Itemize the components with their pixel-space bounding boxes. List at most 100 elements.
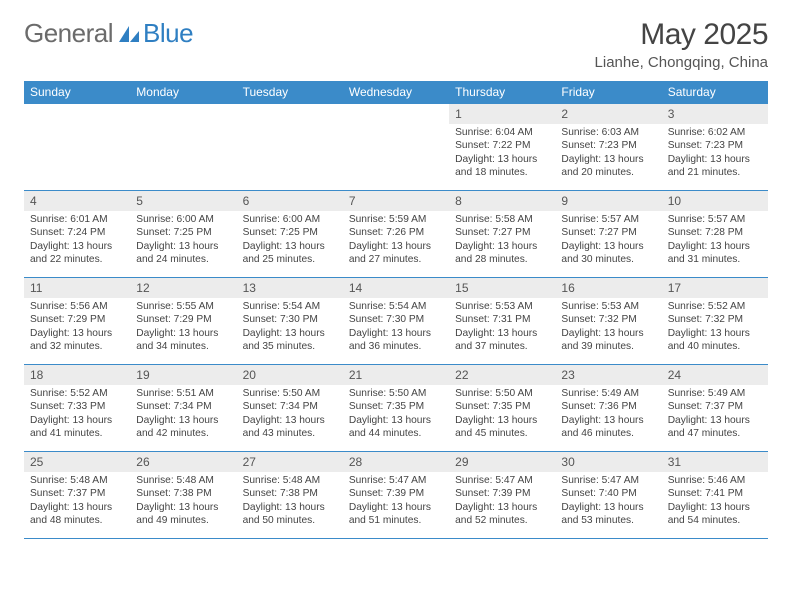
calendar-cell: [130, 104, 236, 190]
day-info: Sunrise: 5:49 AMSunset: 7:36 PMDaylight:…: [555, 387, 661, 441]
day-number: 4: [24, 191, 130, 211]
day-number: 19: [130, 365, 236, 385]
calendar-week: 4Sunrise: 6:01 AMSunset: 7:24 PMDaylight…: [24, 191, 768, 278]
brand-logo: General Blue: [24, 18, 193, 49]
weekday-header-cell: Monday: [130, 81, 236, 104]
day-number: 8: [449, 191, 555, 211]
calendar-cell: 26Sunrise: 5:48 AMSunset: 7:38 PMDayligh…: [130, 452, 236, 538]
calendar-cell: 28Sunrise: 5:47 AMSunset: 7:39 PMDayligh…: [343, 452, 449, 538]
day-number: 5: [130, 191, 236, 211]
calendar-cell: 6Sunrise: 6:00 AMSunset: 7:25 PMDaylight…: [237, 191, 343, 277]
day-number: 13: [237, 278, 343, 298]
calendar-cell: 5Sunrise: 6:00 AMSunset: 7:25 PMDaylight…: [130, 191, 236, 277]
day-number: 30: [555, 452, 661, 472]
day-number: 14: [343, 278, 449, 298]
calendar-cell: 24Sunrise: 5:49 AMSunset: 7:37 PMDayligh…: [662, 365, 768, 451]
page-title: May 2025: [595, 18, 768, 52]
day-number: 1: [449, 104, 555, 124]
calendar-cell: 1Sunrise: 6:04 AMSunset: 7:22 PMDaylight…: [449, 104, 555, 190]
calendar-cell: 30Sunrise: 5:47 AMSunset: 7:40 PMDayligh…: [555, 452, 661, 538]
day-info: Sunrise: 5:48 AMSunset: 7:38 PMDaylight:…: [237, 474, 343, 528]
weekday-header-cell: Tuesday: [237, 81, 343, 104]
calendar-cell: 15Sunrise: 5:53 AMSunset: 7:31 PMDayligh…: [449, 278, 555, 364]
day-info: Sunrise: 6:00 AMSunset: 7:25 PMDaylight:…: [130, 213, 236, 267]
calendar-cell: 17Sunrise: 5:52 AMSunset: 7:32 PMDayligh…: [662, 278, 768, 364]
day-info: Sunrise: 5:51 AMSunset: 7:34 PMDaylight:…: [130, 387, 236, 441]
calendar-cell: 12Sunrise: 5:55 AMSunset: 7:29 PMDayligh…: [130, 278, 236, 364]
calendar-weeks: 1Sunrise: 6:04 AMSunset: 7:22 PMDaylight…: [24, 104, 768, 539]
day-number: 22: [449, 365, 555, 385]
calendar-cell: 25Sunrise: 5:48 AMSunset: 7:37 PMDayligh…: [24, 452, 130, 538]
calendar-cell: 9Sunrise: 5:57 AMSunset: 7:27 PMDaylight…: [555, 191, 661, 277]
day-number: 11: [24, 278, 130, 298]
calendar-cell: 22Sunrise: 5:50 AMSunset: 7:35 PMDayligh…: [449, 365, 555, 451]
calendar-cell: 23Sunrise: 5:49 AMSunset: 7:36 PMDayligh…: [555, 365, 661, 451]
day-number: 15: [449, 278, 555, 298]
weekday-header-cell: Sunday: [24, 81, 130, 104]
day-info: Sunrise: 6:01 AMSunset: 7:24 PMDaylight:…: [24, 213, 130, 267]
day-number: 20: [237, 365, 343, 385]
calendar-week: 1Sunrise: 6:04 AMSunset: 7:22 PMDaylight…: [24, 104, 768, 191]
weekday-header-cell: Thursday: [449, 81, 555, 104]
calendar-cell: 11Sunrise: 5:56 AMSunset: 7:29 PMDayligh…: [24, 278, 130, 364]
day-number: 25: [24, 452, 130, 472]
day-info: Sunrise: 5:54 AMSunset: 7:30 PMDaylight:…: [237, 300, 343, 354]
calendar-cell: 2Sunrise: 6:03 AMSunset: 7:23 PMDaylight…: [555, 104, 661, 190]
day-info: Sunrise: 5:52 AMSunset: 7:32 PMDaylight:…: [662, 300, 768, 354]
day-info: Sunrise: 5:48 AMSunset: 7:37 PMDaylight:…: [24, 474, 130, 528]
weekday-header: SundayMondayTuesdayWednesdayThursdayFrid…: [24, 81, 768, 104]
location-label: Lianhe, Chongqing, China: [595, 54, 768, 71]
day-number: 6: [237, 191, 343, 211]
day-info: Sunrise: 5:52 AMSunset: 7:33 PMDaylight:…: [24, 387, 130, 441]
day-number: 17: [662, 278, 768, 298]
day-info: Sunrise: 6:02 AMSunset: 7:23 PMDaylight:…: [662, 126, 768, 180]
day-info: Sunrise: 5:55 AMSunset: 7:29 PMDaylight:…: [130, 300, 236, 354]
calendar-cell: 4Sunrise: 6:01 AMSunset: 7:24 PMDaylight…: [24, 191, 130, 277]
day-info: Sunrise: 5:50 AMSunset: 7:35 PMDaylight:…: [343, 387, 449, 441]
sail-icon: [118, 24, 140, 44]
day-number: 7: [343, 191, 449, 211]
day-info: Sunrise: 6:04 AMSunset: 7:22 PMDaylight:…: [449, 126, 555, 180]
calendar-cell: 8Sunrise: 5:58 AMSunset: 7:27 PMDaylight…: [449, 191, 555, 277]
day-info: Sunrise: 5:47 AMSunset: 7:40 PMDaylight:…: [555, 474, 661, 528]
day-info: Sunrise: 5:46 AMSunset: 7:41 PMDaylight:…: [662, 474, 768, 528]
day-info: Sunrise: 5:57 AMSunset: 7:28 PMDaylight:…: [662, 213, 768, 267]
day-info: Sunrise: 5:53 AMSunset: 7:32 PMDaylight:…: [555, 300, 661, 354]
weekday-header-cell: Wednesday: [343, 81, 449, 104]
calendar-cell: 29Sunrise: 5:47 AMSunset: 7:39 PMDayligh…: [449, 452, 555, 538]
calendar-cell: [343, 104, 449, 190]
day-info: Sunrise: 6:03 AMSunset: 7:23 PMDaylight:…: [555, 126, 661, 180]
calendar-cell: 21Sunrise: 5:50 AMSunset: 7:35 PMDayligh…: [343, 365, 449, 451]
brand-part2: Blue: [143, 18, 193, 49]
calendar-cell: 18Sunrise: 5:52 AMSunset: 7:33 PMDayligh…: [24, 365, 130, 451]
calendar-week: 11Sunrise: 5:56 AMSunset: 7:29 PMDayligh…: [24, 278, 768, 365]
calendar-cell: 7Sunrise: 5:59 AMSunset: 7:26 PMDaylight…: [343, 191, 449, 277]
day-number: 27: [237, 452, 343, 472]
day-info: Sunrise: 5:54 AMSunset: 7:30 PMDaylight:…: [343, 300, 449, 354]
calendar-cell: 13Sunrise: 5:54 AMSunset: 7:30 PMDayligh…: [237, 278, 343, 364]
calendar-cell: 10Sunrise: 5:57 AMSunset: 7:28 PMDayligh…: [662, 191, 768, 277]
day-info: Sunrise: 5:59 AMSunset: 7:26 PMDaylight:…: [343, 213, 449, 267]
day-info: Sunrise: 5:57 AMSunset: 7:27 PMDaylight:…: [555, 213, 661, 267]
day-info: Sunrise: 5:50 AMSunset: 7:34 PMDaylight:…: [237, 387, 343, 441]
day-number: 31: [662, 452, 768, 472]
day-number: 10: [662, 191, 768, 211]
day-info: Sunrise: 5:50 AMSunset: 7:35 PMDaylight:…: [449, 387, 555, 441]
day-info: Sunrise: 5:56 AMSunset: 7:29 PMDaylight:…: [24, 300, 130, 354]
calendar-cell: [237, 104, 343, 190]
brand-part1: General: [24, 18, 113, 49]
day-number: 3: [662, 104, 768, 124]
weekday-header-cell: Friday: [555, 81, 661, 104]
day-info: Sunrise: 5:47 AMSunset: 7:39 PMDaylight:…: [343, 474, 449, 528]
calendar-week: 25Sunrise: 5:48 AMSunset: 7:37 PMDayligh…: [24, 452, 768, 539]
day-info: Sunrise: 5:58 AMSunset: 7:27 PMDaylight:…: [449, 213, 555, 267]
day-number: 26: [130, 452, 236, 472]
calendar-cell: 20Sunrise: 5:50 AMSunset: 7:34 PMDayligh…: [237, 365, 343, 451]
day-number: 21: [343, 365, 449, 385]
day-info: Sunrise: 6:00 AMSunset: 7:25 PMDaylight:…: [237, 213, 343, 267]
calendar-cell: 16Sunrise: 5:53 AMSunset: 7:32 PMDayligh…: [555, 278, 661, 364]
day-info: Sunrise: 5:47 AMSunset: 7:39 PMDaylight:…: [449, 474, 555, 528]
calendar-cell: 3Sunrise: 6:02 AMSunset: 7:23 PMDaylight…: [662, 104, 768, 190]
day-number: 24: [662, 365, 768, 385]
day-number: 23: [555, 365, 661, 385]
